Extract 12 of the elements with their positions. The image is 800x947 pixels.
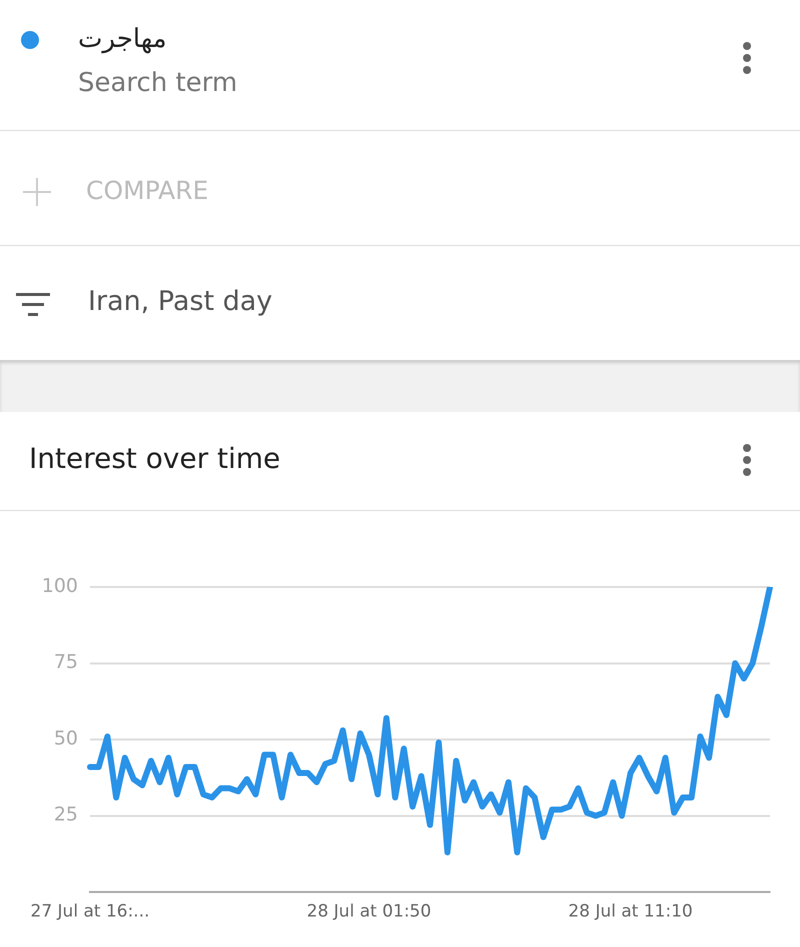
text: Iran, Past day <box>88 286 272 317</box>
x-tick-label: 28 Jul at 11:10 <box>568 902 693 922</box>
x-tick-label: 27 Jul at 16:... <box>30 902 150 922</box>
y-tick-label: 100 <box>42 574 78 597</box>
legend-label: مهاجرت <box>78 24 167 54</box>
text: COMPARE <box>86 176 208 205</box>
y-tick-label: 25 <box>54 804 78 826</box>
text: Search term <box>78 68 238 98</box>
x-tick-label: 28 Jul at 01:50 <box>306 902 432 922</box>
chart-title: Interest over time <box>29 442 280 475</box>
y-tick-label: 50 <box>54 727 78 750</box>
y-tick-label: 75 <box>54 651 78 674</box>
